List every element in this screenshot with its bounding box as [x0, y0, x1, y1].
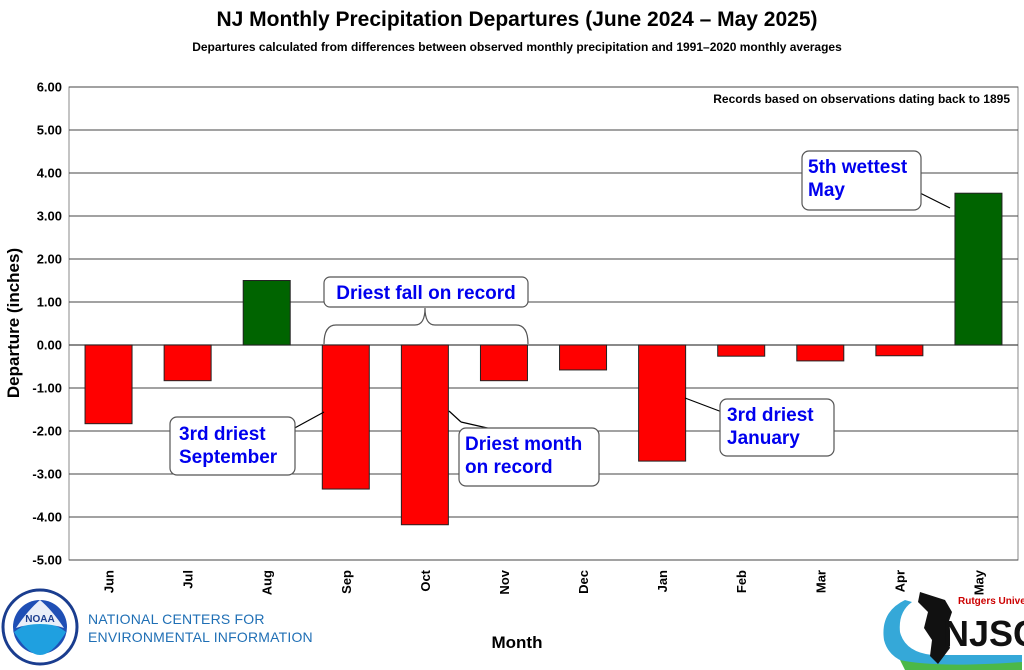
noaa-text-line2: ENVIRONMENTAL INFORMATION — [88, 629, 313, 645]
y-tick-label: 5.00 — [37, 123, 62, 138]
x-tick-label: May — [971, 569, 986, 595]
y-tick-label: 4.00 — [37, 166, 62, 181]
x-tick-label: Nov — [497, 569, 512, 594]
y-axis-label: Departure (inches) — [4, 248, 23, 398]
njsc-logo: Rutgers University NJSC — [883, 592, 1024, 670]
bar-aug — [242, 280, 291, 346]
x-tick-label: Aug — [260, 570, 275, 595]
callout-sep-line1: 3rd driest — [179, 424, 266, 445]
x-tick-label: Oct — [418, 569, 433, 591]
records-note: Records based on observations dating bac… — [713, 92, 1010, 106]
callout-oct-line2: on record — [465, 457, 553, 478]
x-tick-label: Apr — [892, 570, 907, 592]
bar-may — [954, 192, 1003, 346]
x-tick-label: Dec — [576, 570, 591, 594]
x-axis-label: Month — [492, 633, 543, 652]
chart-subtitle: Departures calculated from differences b… — [192, 40, 842, 54]
callout-fall-text: Driest fall on record — [336, 283, 516, 304]
bar-sep — [321, 344, 370, 490]
callout-may: 5th wettest May — [801, 150, 951, 211]
y-tick-labels: 6.00 5.00 4.00 3.00 2.00 1.00 0.00 -1.00 -2.00 -3… — [32, 80, 62, 568]
x-tick-label: Sep — [339, 570, 354, 594]
bar-jan — [638, 344, 687, 462]
y-tick-label: -5.00 — [32, 553, 62, 568]
callout-jan-line2: January — [727, 428, 800, 449]
y-tick-label: -2.00 — [32, 424, 62, 439]
callout-may-line1: 5th wettest — [808, 157, 908, 178]
y-tick-label: 2.00 — [37, 252, 62, 267]
callout-fall: Driest fall on record — [323, 276, 529, 345]
callout-may-line2: May — [808, 180, 845, 201]
noaa-text-block: NATIONAL CENTERS FOR ENVIRONMENTAL INFOR… — [88, 610, 313, 646]
bar-feb — [717, 344, 766, 357]
callout-oct: Driest month on record — [448, 410, 600, 487]
njsc-small-text: Rutgers University — [958, 596, 1024, 607]
callout-sep: 3rd driest September — [169, 411, 325, 476]
callout-sep-line2: September — [179, 447, 278, 468]
noaa-badge-text: NOAA — [25, 614, 54, 625]
bar-jul — [163, 344, 212, 382]
njsc-big-text: NJSC — [943, 613, 1024, 654]
y-tick-label: 0.00 — [37, 338, 62, 353]
x-tick-label: Jun — [102, 570, 117, 593]
bar-dec — [559, 344, 608, 371]
fall-bracket — [323, 307, 529, 345]
callout-oct-line1: Driest month — [465, 434, 582, 455]
y-tick-label: 1.00 — [37, 295, 62, 310]
callout-jan-line1: 3rd driest — [727, 405, 814, 426]
y-tick-label: -3.00 — [32, 467, 62, 482]
y-tick-label: 3.00 — [37, 209, 62, 224]
x-tick-label: Feb — [734, 570, 749, 593]
noaa-logo: NOAA — [1, 588, 79, 666]
y-tick-label: -4.00 — [32, 510, 62, 525]
bar-jun — [84, 344, 133, 425]
x-tick-label: Jul — [181, 570, 196, 589]
chart-title: NJ Monthly Precipitation Departures (Jun… — [216, 8, 817, 31]
bar-apr — [875, 344, 924, 357]
noaa-text-line1: NATIONAL CENTERS FOR — [88, 611, 265, 627]
bar-oct — [400, 344, 449, 526]
x-tick-labels: Jun Jul Aug Sep Oct Nov Dec Jan Feb Mar Apr May — [102, 569, 987, 595]
x-tick-label: Jan — [655, 570, 670, 592]
y-tick-label: -1.00 — [32, 381, 62, 396]
y-tick-label: 6.00 — [37, 80, 62, 95]
x-tick-label: Mar — [813, 570, 828, 593]
bars — [84, 192, 1003, 526]
bar-nov — [479, 344, 528, 382]
bar-mar — [796, 344, 845, 362]
callout-jan: 3rd driest January — [684, 397, 835, 457]
